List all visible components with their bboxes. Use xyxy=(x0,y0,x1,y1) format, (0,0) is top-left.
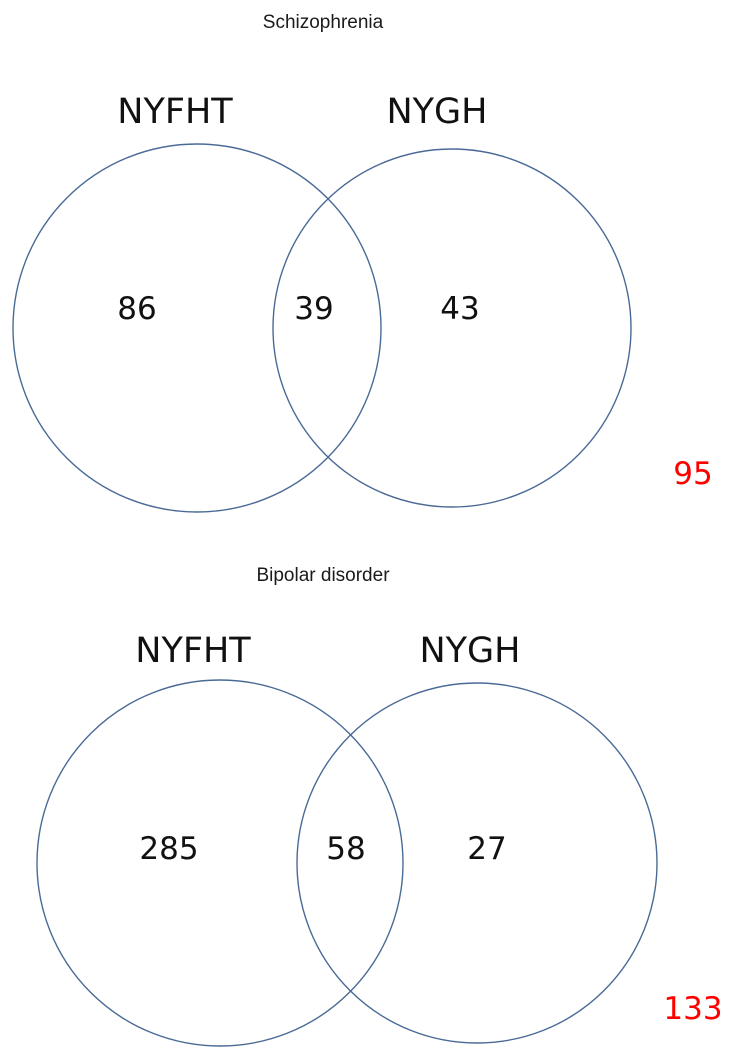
count-right-only: 27 xyxy=(467,831,506,867)
set-label-left: NYFHT xyxy=(117,92,233,132)
set-label-right: NYGH xyxy=(419,631,520,671)
venn-panel-schizophrenia: Schizophrenia NYFHT NYGH 86 39 43 95 xyxy=(12,12,713,513)
venn-circle-right xyxy=(296,682,658,1044)
venn-circle-left xyxy=(36,679,404,1047)
venn-panel-bipolar-disorder: Bipolar disorder NYFHT NYGH 285 58 27 13… xyxy=(36,565,723,1047)
set-label-left: NYFHT xyxy=(135,631,251,671)
venn-circle-right xyxy=(272,148,632,508)
set-label-right: NYGH xyxy=(386,92,487,132)
count-left-only: 86 xyxy=(117,291,156,327)
count-overlap: 39 xyxy=(294,291,333,327)
panel-title: Schizophrenia xyxy=(263,12,384,33)
outside-count: 133 xyxy=(663,991,722,1027)
count-overlap: 58 xyxy=(326,831,365,867)
count-left-only: 285 xyxy=(139,831,198,867)
outside-count: 95 xyxy=(673,456,712,492)
panel-title: Bipolar disorder xyxy=(256,565,390,586)
venn-circle-left xyxy=(12,143,382,513)
count-right-only: 43 xyxy=(440,291,479,327)
